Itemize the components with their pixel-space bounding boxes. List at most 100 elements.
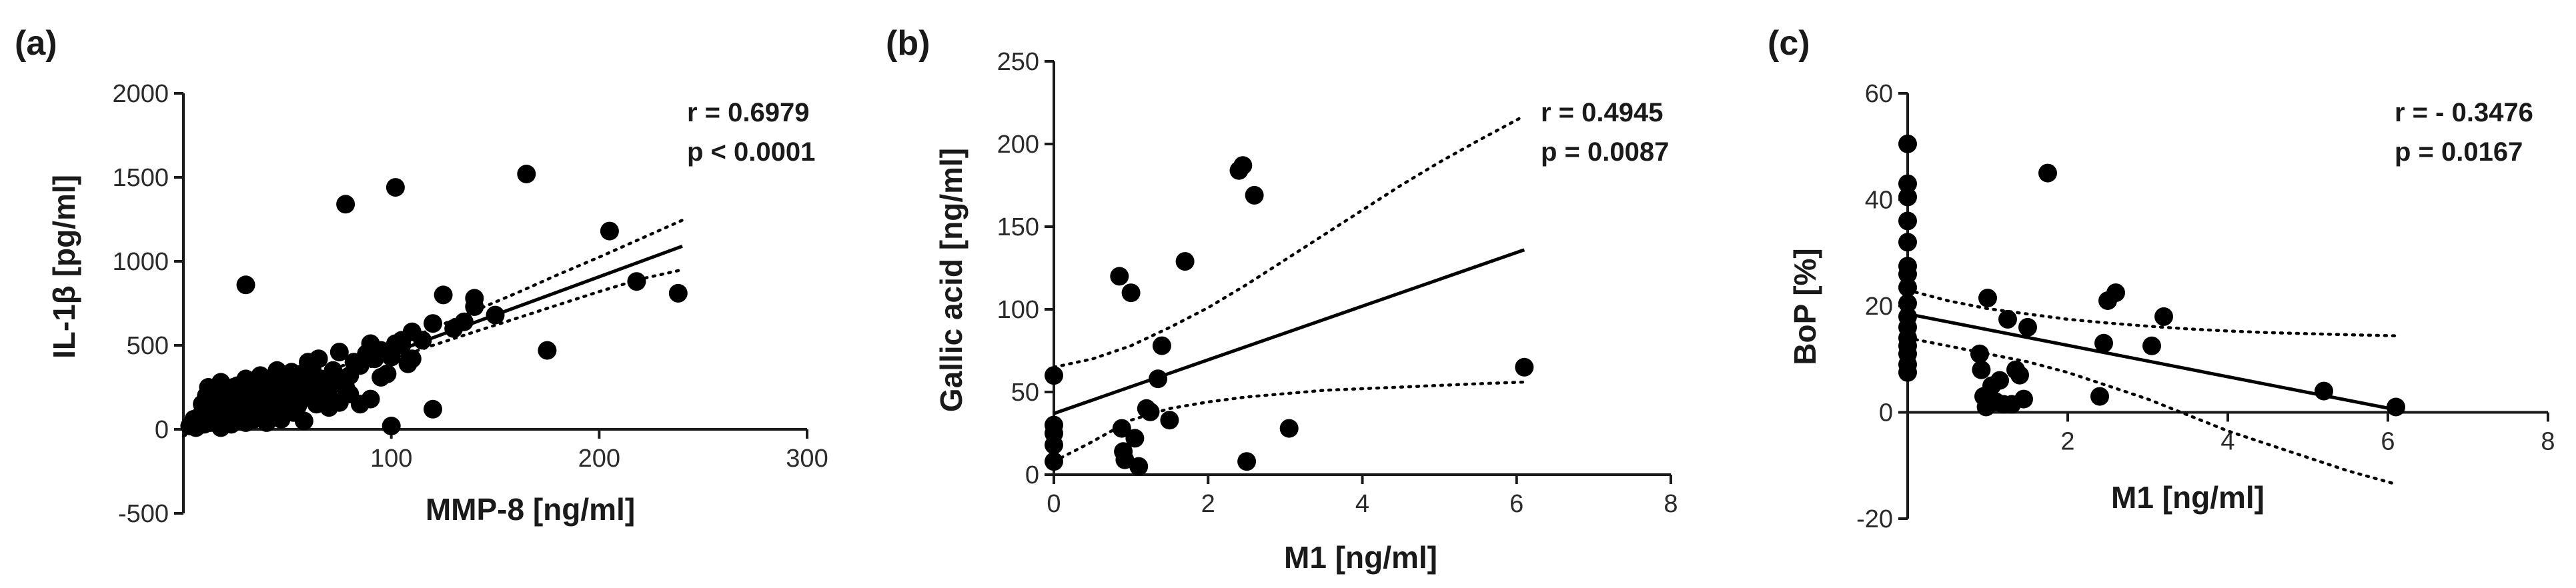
data-point <box>486 305 505 325</box>
regression-line <box>1907 312 2397 411</box>
x-axis-title: MMP-8 [ng/ml] <box>426 492 635 527</box>
data-point <box>454 312 474 331</box>
y-axis-title: IL-1β [pg/ml] <box>47 175 81 359</box>
data-point <box>1121 283 1141 303</box>
data-point <box>1125 429 1145 448</box>
x-tick-label: 2 <box>1201 490 1215 518</box>
data-point <box>1898 233 1917 252</box>
x-tick-label: 200 <box>578 445 620 473</box>
data-point <box>1160 411 1179 430</box>
panel-a: (a) -500 0 500 1000 1500 2000 100 200 300 MMP-8… <box>15 24 828 528</box>
x-tick-label: 300 <box>786 445 828 473</box>
data-point <box>1175 252 1195 271</box>
data-point <box>1045 452 1063 471</box>
y-tick-label: 60 <box>1865 80 1893 108</box>
data-point <box>1141 402 1160 421</box>
stat-p: p < 0.0001 <box>687 137 815 167</box>
data-point <box>1279 419 1299 438</box>
y-tick-label: 250 <box>997 48 1039 76</box>
data-point <box>424 399 442 419</box>
x-tick-labels: 100 200 300 <box>370 445 828 473</box>
data-point <box>232 399 251 419</box>
data-point <box>1970 344 1989 363</box>
data-point <box>1129 457 1149 476</box>
data-point <box>1152 336 1171 355</box>
x-tick-label: 8 <box>2541 428 2555 456</box>
data-point <box>1045 435 1063 455</box>
confidence-band-upper <box>1052 114 1526 369</box>
x-tick-label: 100 <box>370 445 412 473</box>
data-point <box>372 367 391 387</box>
data-point <box>1515 357 1534 377</box>
data-point <box>434 285 453 305</box>
data-point <box>1115 450 1135 469</box>
data-point <box>1898 187 1917 207</box>
data-point <box>2038 163 2057 183</box>
data-point <box>382 417 401 435</box>
y-tick-label: 0 <box>155 416 169 444</box>
x-tick-labels: 0 2 4 6 8 <box>1047 490 1678 518</box>
data-point <box>1990 371 2009 390</box>
panel-b: (b) 0 50 100 150 200 250 0 2 4 6 8 M1 [ng/ml] Gal… <box>886 24 1678 575</box>
data-point <box>1245 185 1264 205</box>
data-point <box>336 195 356 214</box>
data-point <box>330 343 349 362</box>
axis-ticks <box>1045 60 1672 484</box>
data-point <box>1898 211 1917 231</box>
y-tick-label: 200 <box>997 131 1039 159</box>
y-tick-label: -20 <box>1856 505 1893 533</box>
data-point <box>465 289 484 308</box>
y-tick-label: 1000 <box>112 248 169 276</box>
stat-p: p = 0.0087 <box>1541 137 1669 167</box>
data-points <box>1898 134 2405 417</box>
data-point <box>2142 336 2161 355</box>
regression-line <box>1053 248 1525 415</box>
y-tick-label: -500 <box>118 500 169 528</box>
data-point <box>211 411 231 431</box>
x-tick-label: 8 <box>1664 490 1678 518</box>
data-point <box>309 349 328 369</box>
data-point <box>2315 381 2333 401</box>
x-tick-label: 6 <box>2381 428 2395 456</box>
y-axis-title: BoP [%] <box>1788 248 1822 365</box>
data-point <box>1898 294 1917 313</box>
panel-label: (c) <box>1768 24 1810 63</box>
data-point <box>600 221 619 241</box>
data-point <box>294 411 313 431</box>
y-tick-label: 150 <box>997 213 1039 241</box>
data-point <box>1112 419 1131 438</box>
data-point <box>265 396 285 415</box>
data-point <box>2090 387 2109 406</box>
confidence-band-lower <box>1052 380 1526 463</box>
data-point <box>2094 333 2113 353</box>
data-points <box>1045 156 1534 476</box>
data-point <box>386 178 405 197</box>
data-point <box>402 322 422 341</box>
data-point <box>424 314 442 333</box>
data-point <box>517 165 536 183</box>
data-point <box>236 275 255 295</box>
data-point <box>215 395 235 414</box>
y-tick-label: 0 <box>1025 461 1039 489</box>
y-tick-label: 20 <box>1865 293 1893 321</box>
y-tick-label: 50 <box>1011 379 1039 407</box>
x-tick-label: 4 <box>2220 428 2234 456</box>
data-point <box>1978 289 1997 307</box>
data-point <box>1898 265 1917 284</box>
x-tick-label: 0 <box>1047 490 1061 518</box>
data-point <box>2018 317 2037 337</box>
y-tick-labels: 0 50 100 150 200 250 <box>997 48 1039 489</box>
x-tick-labels: 2 4 6 8 <box>2060 428 2555 456</box>
data-point <box>1972 360 1991 379</box>
data-point <box>1149 369 1168 389</box>
y-tick-label: 500 <box>127 332 169 360</box>
x-tick-label: 4 <box>1355 490 1369 518</box>
y-tick-labels: -20 0 20 40 60 <box>1856 80 1893 533</box>
data-point <box>627 272 646 291</box>
data-point <box>2106 283 2125 303</box>
data-point <box>2387 397 2405 417</box>
stat-r: r = 0.4945 <box>1541 98 1664 127</box>
y-tick-label: 40 <box>1865 187 1893 215</box>
panel-label: (b) <box>886 24 930 63</box>
y-tick-label: 0 <box>1879 399 1893 427</box>
